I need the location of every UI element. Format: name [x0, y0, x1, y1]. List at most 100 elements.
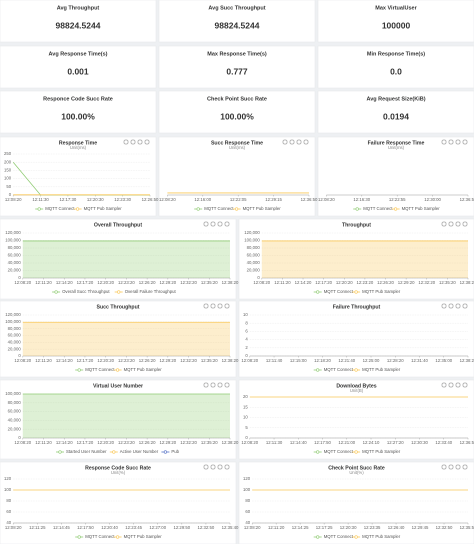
toolbar-icon[interactable] — [217, 382, 223, 388]
toolbar-icon[interactable] — [448, 464, 454, 470]
legend-dot[interactable] — [316, 368, 320, 372]
toolbar-icon[interactable] — [144, 139, 150, 145]
stat-card — [158, 0, 316, 43]
toolbar-icon[interactable] — [455, 303, 461, 309]
legend-dot[interactable] — [75, 207, 80, 211]
toolbar-icon[interactable] — [462, 464, 468, 470]
legend-label[interactable]: MQTT Pub Sampler — [84, 206, 123, 211]
toolbar-icon[interactable] — [282, 139, 288, 145]
legend-label[interactable]: MQTT Pub Sampler — [362, 289, 401, 294]
toolbar-icon[interactable] — [224, 382, 230, 388]
toolbar-icon[interactable] — [448, 139, 454, 145]
toolbar-icon[interactable] — [462, 303, 468, 309]
toolbar-icon[interactable] — [462, 382, 468, 388]
toolbar-icon[interactable] — [123, 139, 129, 145]
legend-label[interactable]: Started User Number — [66, 449, 107, 454]
legend-dot[interactable] — [77, 368, 81, 372]
legend-dot[interactable] — [316, 450, 320, 454]
legend-label[interactable]: MQTT Pub Sampler — [243, 206, 282, 211]
toolbar-icon[interactable] — [455, 139, 461, 145]
legend-dot[interactable] — [112, 450, 116, 454]
legend-dot[interactable] — [115, 535, 120, 539]
toolbar-icon[interactable] — [448, 221, 454, 227]
legend-label[interactable]: MQTT Connect — [324, 289, 354, 294]
toolbar-icon[interactable] — [210, 303, 216, 309]
toolbar-icon[interactable] — [210, 464, 216, 470]
legend-label[interactable]: MQTT Connect — [363, 206, 393, 211]
legend-dot[interactable] — [316, 290, 320, 294]
legend-label[interactable]: Pub — [171, 449, 179, 454]
toolbar-icon[interactable] — [448, 303, 454, 309]
y-tick-label: 250 — [4, 151, 12, 156]
toolbar-icon[interactable] — [203, 303, 209, 309]
legend-label[interactable]: MQTT Pub Sampler — [362, 449, 401, 454]
toolbar-icon[interactable] — [217, 303, 223, 309]
legend-dot[interactable] — [235, 207, 239, 211]
toolbar-icon[interactable] — [296, 139, 302, 145]
chart-subtitle: Unit(ms) — [70, 145, 87, 150]
legend-label[interactable]: MQTT Connect — [204, 206, 234, 211]
toolbar-icon[interactable] — [224, 303, 230, 309]
legend-label[interactable]: Overall Failure Throughput — [125, 289, 177, 294]
legend-dot[interactable] — [37, 207, 41, 211]
legend-label[interactable]: MQTT Connect — [85, 367, 115, 372]
toolbar-icon[interactable] — [455, 221, 461, 227]
legend-dot[interactable] — [394, 207, 398, 211]
toolbar-icon[interactable] — [441, 139, 447, 145]
legend-label[interactable]: MQTT Connect — [324, 367, 354, 372]
toolbar-icon[interactable] — [210, 221, 216, 227]
toolbar-icon[interactable] — [217, 464, 223, 470]
legend-label[interactable]: MQTT Pub Sampler — [124, 367, 163, 372]
legend-label[interactable]: MQTT Connect — [85, 534, 115, 539]
toolbar-icon[interactable] — [224, 221, 230, 227]
toolbar-icon[interactable] — [203, 382, 209, 388]
legend-label[interactable]: MQTT Connect — [45, 206, 75, 211]
x-tick-label: 12:26:20 — [139, 280, 156, 285]
legend-label[interactable]: MQTT Pub Sampler — [362, 367, 401, 372]
toolbar-icon[interactable] — [441, 382, 447, 388]
toolbar-icon[interactable] — [455, 464, 461, 470]
legend-dot[interactable] — [54, 290, 58, 294]
toolbar-icon[interactable] — [462, 139, 468, 145]
stat-card — [0, 90, 157, 134]
legend-dot[interactable] — [355, 207, 359, 211]
legend-dot[interactable] — [354, 535, 358, 539]
toolbar-icon[interactable] — [455, 382, 461, 388]
legend-label[interactable]: MQTT Connect — [324, 449, 354, 454]
legend-dot[interactable] — [354, 450, 358, 454]
legend-dot[interactable] — [354, 290, 358, 294]
legend-dot[interactable] — [196, 207, 200, 211]
x-tick-label: 12:26:20 — [139, 358, 156, 363]
legend-dot[interactable] — [115, 368, 120, 372]
y-tick-label: 80,000 — [8, 400, 22, 405]
toolbar-icon[interactable] — [441, 464, 447, 470]
legend-label[interactable]: Overall Succ Throughput — [62, 289, 110, 294]
y-tick-label: 80,000 — [8, 245, 22, 250]
chart-subtitle: Unit(%) — [111, 470, 126, 475]
toolbar-icon[interactable] — [203, 221, 209, 227]
legend-label[interactable]: MQTT Connect — [324, 534, 354, 539]
toolbar-icon[interactable] — [462, 221, 468, 227]
legend-label[interactable]: MQTT Pub Sampler — [124, 534, 163, 539]
toolbar-icon[interactable] — [289, 139, 295, 145]
legend-dot[interactable] — [354, 368, 358, 372]
legend-label[interactable]: Active User Number — [120, 449, 159, 454]
toolbar-icon[interactable] — [303, 139, 309, 145]
legend-dot[interactable] — [77, 535, 81, 539]
toolbar-icon[interactable] — [224, 464, 230, 470]
toolbar-icon[interactable] — [137, 139, 143, 145]
x-tick-label: 12:08:20 — [241, 358, 258, 363]
legend-dot[interactable] — [117, 290, 121, 294]
legend-dot[interactable] — [58, 450, 62, 454]
legend-dot[interactable] — [163, 450, 167, 454]
toolbar-icon[interactable] — [441, 303, 447, 309]
toolbar-icon[interactable] — [130, 139, 136, 145]
toolbar-icon[interactable] — [203, 464, 209, 470]
legend-dot[interactable] — [316, 535, 320, 539]
legend-label[interactable]: MQTT Pub Sampler — [402, 206, 441, 211]
toolbar-icon[interactable] — [448, 382, 454, 388]
toolbar-icon[interactable] — [217, 221, 223, 227]
legend-label[interactable]: MQTT Pub Sampler — [362, 534, 401, 539]
toolbar-icon[interactable] — [210, 382, 216, 388]
toolbar-icon[interactable] — [441, 221, 447, 227]
